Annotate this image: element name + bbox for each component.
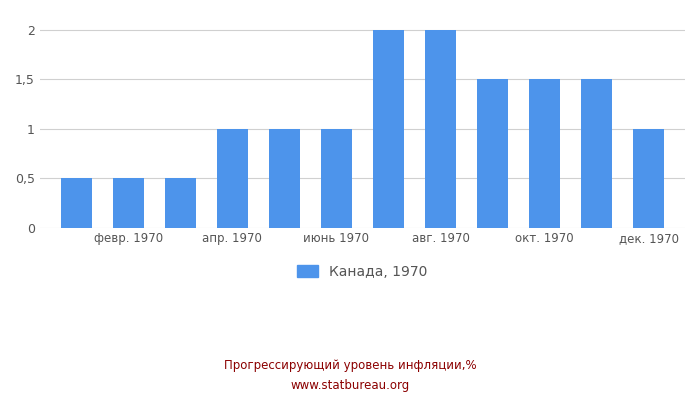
Bar — [217, 129, 248, 228]
Bar — [529, 79, 560, 228]
Bar — [425, 30, 456, 228]
Bar — [633, 129, 664, 228]
Legend: Канада, 1970: Канада, 1970 — [292, 259, 433, 284]
Bar — [61, 178, 92, 228]
Bar — [581, 79, 612, 228]
Text: Прогрессирующий уровень инфляции,%: Прогрессирующий уровень инфляции,% — [224, 360, 476, 372]
Text: www.statbureau.org: www.statbureau.org — [290, 380, 410, 392]
Bar — [164, 178, 196, 228]
Bar — [269, 129, 300, 228]
Bar — [321, 129, 352, 228]
Bar — [373, 30, 404, 228]
Bar — [477, 79, 508, 228]
Bar — [113, 178, 144, 228]
